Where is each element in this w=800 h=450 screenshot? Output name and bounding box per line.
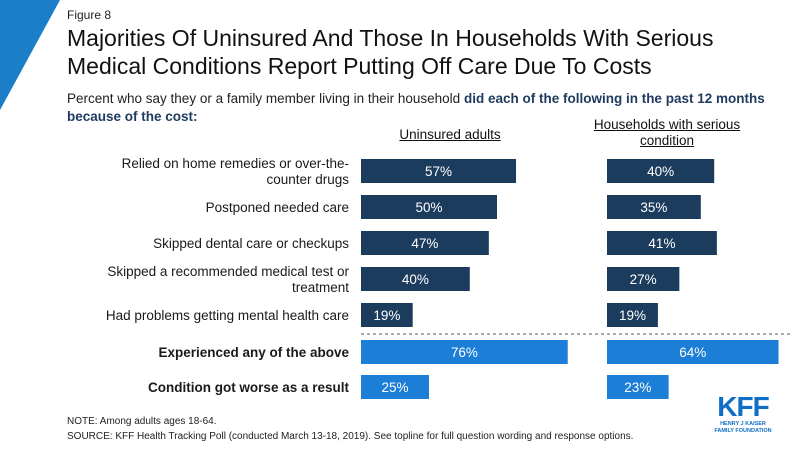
source-text: SOURCE: KFF Health Tracking Poll (conduc… (67, 431, 634, 442)
bar-uninsured (361, 267, 470, 291)
bar-uninsured (361, 159, 517, 183)
category-label: treatment (292, 280, 349, 295)
kff-logo: KFF HENRY J KAISER FAMILY FOUNDATION (713, 393, 773, 434)
subtitle-plain: Percent who say they or a family member … (67, 91, 461, 106)
category-label: counter drugs (266, 172, 349, 187)
bar-households (607, 340, 779, 364)
data-label: 35% (640, 200, 667, 215)
category-label: Relied on home remedies or over-the- (122, 156, 349, 171)
category-label: Skipped a recommended medical test or (107, 264, 349, 279)
bar-households (607, 303, 658, 327)
data-label: 27% (630, 272, 657, 287)
category-label: Postponed needed care (206, 200, 349, 215)
data-label: 19% (373, 308, 400, 323)
data-label: 50% (415, 200, 442, 215)
bar-uninsured (361, 303, 413, 327)
data-label: 41% (648, 236, 675, 251)
data-label: 25% (381, 380, 408, 395)
corner-accent-shape (0, 0, 60, 110)
kff-logo-line1: HENRY J KAISER (720, 421, 766, 427)
data-label: 57% (425, 164, 452, 179)
data-label: 40% (402, 272, 429, 287)
chart-title: Majorities Of Uninsured And Those In Hou… (67, 25, 714, 79)
data-label: 40% (647, 164, 674, 179)
data-label: 23% (624, 380, 651, 395)
data-label: 76% (451, 345, 478, 360)
bar-uninsured (361, 195, 497, 219)
bar-uninsured (361, 340, 568, 364)
kff-logo-mark: KFF (717, 391, 769, 422)
category-label: Skipped dental care or checkups (153, 236, 349, 251)
subtitle-bold: did each of the following in the past 12… (67, 91, 765, 124)
category-label: Condition got worse as a result (148, 380, 350, 395)
column-header-households: Households with serious condition (593, 117, 741, 148)
note-text: NOTE: Among adults ages 18-64. (67, 416, 217, 427)
category-label: Had problems getting mental health care (106, 308, 349, 323)
bar-households (607, 231, 717, 255)
bar-households (607, 195, 701, 219)
column-header-uninsured: Uninsured adults (399, 127, 501, 142)
figure-label: Figure 8 (67, 8, 112, 22)
data-label: 47% (411, 236, 438, 251)
bar-uninsured (361, 375, 429, 399)
bar-households (607, 267, 680, 291)
data-label: 64% (679, 345, 706, 360)
bar-uninsured (361, 231, 489, 255)
bar-households (607, 159, 715, 183)
data-label: 19% (619, 308, 646, 323)
bar-households (607, 375, 669, 399)
kff-logo-line2: FAMILY FOUNDATION (714, 427, 772, 434)
chart-subtitle: Percent who say they or a family member … (67, 90, 792, 126)
category-label: Experienced any of the above (158, 345, 349, 360)
